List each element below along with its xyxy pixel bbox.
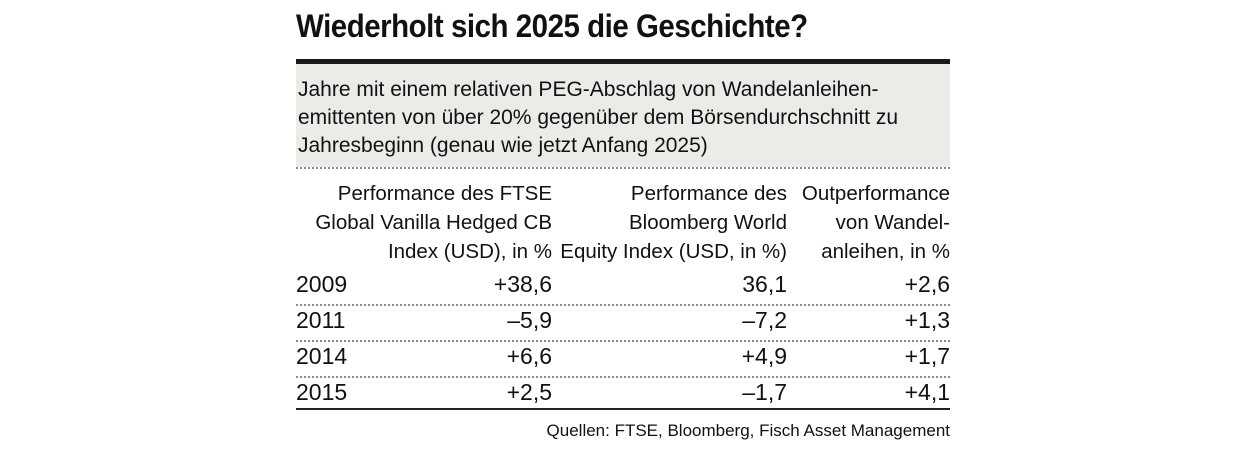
- row-value: +38,6: [493, 271, 552, 297]
- subtitle-box: Jahre mit einem relativen PEG-Abschlag v…: [296, 64, 950, 167]
- table-row: 2014 +6,6 +4,9 +1,7: [296, 340, 950, 376]
- row-divider: [296, 340, 950, 342]
- row-value: +4,1: [904, 379, 950, 405]
- subtitle-line: Jahresbeginn (genau wie jetzt Anfang 202…: [298, 134, 708, 157]
- table-row: 2015 +2,5 –1,7 +4,1: [296, 376, 950, 412]
- row-value: +1,7: [904, 343, 950, 369]
- table-row: 2011 –5,9 –7,2 +1,3: [296, 304, 950, 340]
- row-value: –1,7: [742, 379, 787, 405]
- row-year: 2014: [296, 343, 348, 369]
- subtitle-line: emittenten von über 20% gegenüber dem Bö…: [298, 106, 899, 129]
- row-year: 2009: [296, 271, 348, 297]
- chart-subtitle: Jahre mit einem relativen PEG-Abschlag v…: [298, 76, 943, 160]
- subtitle-divider: [296, 167, 950, 169]
- chart-title: Wiederholt sich 2025 die Geschichte?: [296, 8, 808, 44]
- subtitle-line: Jahre mit einem relativen PEG-Abschlag v…: [298, 78, 879, 101]
- row-value: +6,6: [506, 343, 552, 369]
- column-header-equity-index: Performance des Bloomberg World Equity I…: [560, 182, 787, 263]
- row-year: 2011: [296, 307, 346, 333]
- row-year: 2015: [296, 379, 348, 405]
- row-value: +2,6: [904, 271, 950, 297]
- row-value: –5,9: [507, 307, 552, 333]
- title-rule: [296, 59, 950, 64]
- row-value: +4,9: [741, 343, 787, 369]
- row-value: –7,2: [742, 307, 787, 333]
- column-header-cb-index: Performance des FTSE Global Vanilla Hedg…: [315, 182, 552, 263]
- row-value: +1,3: [904, 307, 950, 333]
- row-divider: [296, 376, 950, 378]
- row-value: +2,5: [506, 379, 552, 405]
- table-bottom-rule: [296, 408, 950, 410]
- source-note: Quellen: FTSE, Bloomberg, Fisch Asset Ma…: [546, 421, 950, 440]
- row-divider: [296, 304, 950, 306]
- column-header-outperformance: Outperformance von Wandel- anleihen, in …: [801, 182, 950, 263]
- table-row: 2009 +38,6 36,1 +2,6: [296, 268, 950, 304]
- row-value: 36,1: [742, 271, 787, 297]
